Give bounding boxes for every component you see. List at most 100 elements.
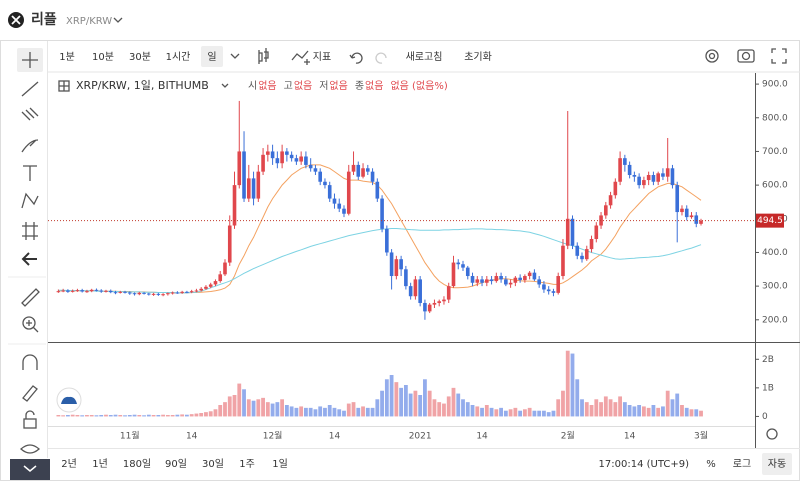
volume-bar bbox=[661, 406, 665, 417]
candle-body bbox=[480, 279, 484, 283]
symbol: XRP/KRW bbox=[66, 16, 112, 27]
candle-body bbox=[199, 288, 203, 291]
magnet-tool[interactable] bbox=[22, 354, 38, 370]
volume-bar bbox=[146, 414, 151, 417]
candle-body bbox=[413, 279, 418, 297]
candle-body bbox=[494, 276, 499, 282]
refresh-button[interactable]: 새로고침 bbox=[406, 51, 443, 63]
trendline-tool[interactable] bbox=[21, 81, 39, 97]
volume-bar bbox=[180, 414, 185, 417]
range-button[interactable]: 2년 bbox=[61, 458, 77, 470]
volume-bar bbox=[284, 405, 289, 417]
candle-body bbox=[699, 220, 703, 224]
interval-button[interactable]: 일 bbox=[207, 51, 216, 63]
ruler-tool[interactable] bbox=[21, 288, 40, 307]
candle-body bbox=[437, 301, 442, 303]
text-tool[interactable] bbox=[23, 165, 37, 181]
lock-tool[interactable] bbox=[23, 418, 37, 429]
x-tick-label: 14 bbox=[624, 432, 636, 442]
title-dropdown[interactable] bbox=[221, 83, 229, 88]
snapshot-button[interactable] bbox=[737, 49, 755, 63]
candle-body bbox=[551, 291, 556, 293]
volume-bar bbox=[156, 415, 161, 417]
range-button[interactable]: 1일 bbox=[272, 458, 288, 470]
candle-body bbox=[189, 291, 194, 293]
candle-body bbox=[608, 195, 613, 206]
symbol-dropdown[interactable] bbox=[113, 17, 123, 23]
volume-bar bbox=[508, 409, 513, 417]
crosshair-tool[interactable] bbox=[22, 52, 38, 68]
lock-draw-tool[interactable] bbox=[22, 385, 38, 402]
range-button[interactable]: 30일 bbox=[202, 458, 224, 470]
volume-bar bbox=[323, 407, 327, 417]
candle-body bbox=[70, 290, 75, 292]
volume-bar bbox=[694, 409, 699, 417]
candle-body bbox=[256, 171, 261, 199]
candle-body bbox=[89, 289, 94, 292]
volume-bar bbox=[503, 410, 508, 417]
undo-button[interactable] bbox=[349, 52, 363, 64]
candle-body bbox=[599, 215, 603, 226]
volume-bar bbox=[556, 399, 561, 417]
interval-button[interactable]: 30분 bbox=[129, 51, 151, 63]
y-tick-label: 700.0 bbox=[762, 147, 788, 157]
zoom-tool[interactable] bbox=[22, 316, 36, 330]
x-tick-label: 14 bbox=[476, 432, 488, 442]
candle-body bbox=[127, 292, 132, 294]
interval-selected bbox=[201, 46, 223, 67]
volume-bar bbox=[304, 407, 308, 417]
volume-bar bbox=[380, 390, 384, 417]
axis-settings[interactable] bbox=[766, 428, 778, 440]
volume-bar bbox=[684, 407, 689, 417]
volume-bar bbox=[294, 407, 299, 417]
volume-bar bbox=[394, 382, 399, 417]
interval-button[interactable]: 1시간 bbox=[166, 51, 191, 63]
tv-logo-mark bbox=[61, 396, 77, 404]
volume-bar bbox=[589, 405, 594, 417]
candle-body bbox=[147, 293, 151, 295]
volume-bar bbox=[251, 400, 256, 417]
candle-body bbox=[156, 293, 161, 295]
range-button[interactable]: 180일 bbox=[123, 458, 151, 470]
volume-bar bbox=[85, 415, 89, 417]
settings-button[interactable] bbox=[705, 49, 719, 63]
candle-body bbox=[351, 164, 356, 172]
candle-body bbox=[689, 215, 694, 218]
volume-bar bbox=[137, 415, 142, 417]
percent-button[interactable]: % bbox=[706, 459, 716, 470]
reset-button[interactable]: 초기화 bbox=[464, 51, 492, 63]
volume-bar bbox=[99, 415, 104, 417]
range-button[interactable]: 1주 bbox=[239, 459, 255, 470]
volume-bar bbox=[256, 399, 261, 417]
indicator-button[interactable]: 지표 bbox=[313, 51, 331, 63]
indicator-icon[interactable] bbox=[291, 50, 310, 65]
volume-bar bbox=[675, 393, 680, 417]
interval-button[interactable]: 10분 bbox=[92, 51, 114, 63]
interval-dropdown[interactable] bbox=[230, 53, 240, 59]
auto-button[interactable]: 자동 bbox=[768, 458, 786, 470]
range-button[interactable]: 1년 bbox=[92, 458, 108, 470]
back-tool[interactable] bbox=[21, 252, 37, 266]
log-button[interactable]: 로그 bbox=[733, 459, 751, 470]
candle-body bbox=[637, 176, 641, 186]
sidebar-collapse[interactable] bbox=[10, 459, 50, 480]
redo-button[interactable] bbox=[375, 52, 387, 64]
candle-body bbox=[432, 302, 437, 305]
candle-body bbox=[151, 293, 156, 295]
candle-body bbox=[380, 198, 384, 229]
range-button[interactable]: 90일 bbox=[165, 458, 187, 470]
candle-body bbox=[137, 292, 142, 295]
pattern-tool[interactable] bbox=[21, 192, 39, 209]
candle-body bbox=[584, 249, 589, 260]
fib-tool[interactable] bbox=[21, 107, 39, 121]
settings-center bbox=[708, 52, 716, 60]
chart-type-button[interactable] bbox=[258, 48, 269, 64]
interval-button[interactable]: 1분 bbox=[59, 51, 75, 63]
volume-bar bbox=[342, 410, 346, 417]
visibility-tool[interactable] bbox=[20, 444, 40, 454]
fullscreen-button[interactable] bbox=[771, 48, 787, 64]
volume-bar bbox=[151, 415, 156, 417]
measure-tool[interactable] bbox=[22, 222, 38, 240]
brush-tool[interactable] bbox=[21, 139, 39, 153]
candle-body bbox=[499, 276, 503, 280]
